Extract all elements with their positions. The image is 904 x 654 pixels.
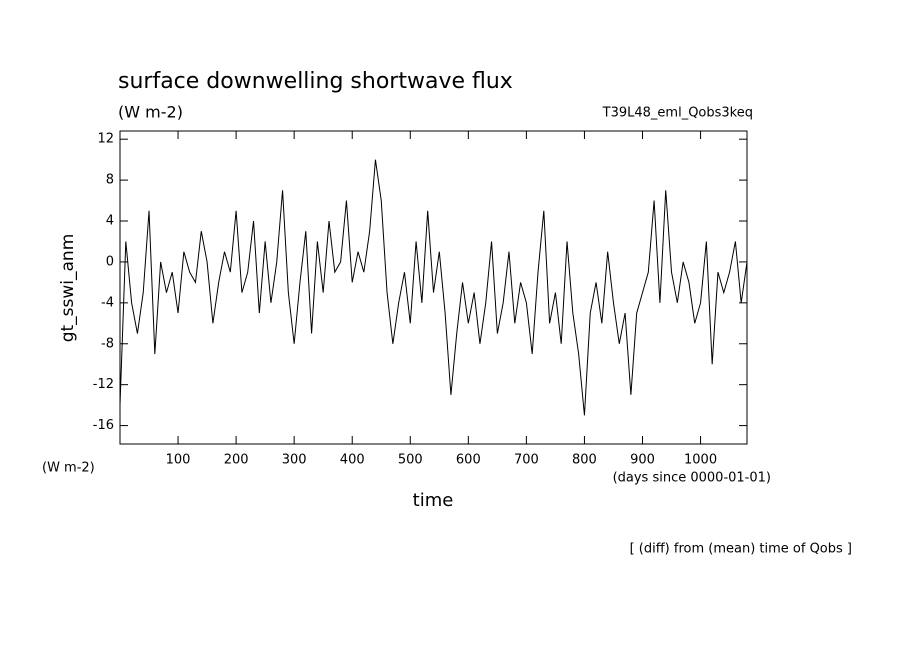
y-tick-label: -4 bbox=[101, 295, 114, 310]
subtitle: (W m-2) bbox=[118, 103, 183, 122]
y-tick-label: -8 bbox=[101, 336, 114, 351]
x-tick-label: 500 bbox=[398, 453, 423, 468]
run-label: T39L48_eml_Qobs3keq bbox=[602, 106, 753, 121]
x-tick-label: 800 bbox=[572, 453, 597, 468]
y-tick-label: -12 bbox=[93, 377, 114, 392]
x-tick-label: 100 bbox=[166, 453, 191, 468]
y-tick-label: 8 bbox=[106, 173, 114, 188]
y-tick-label: -16 bbox=[93, 418, 114, 433]
x-tick-label: 300 bbox=[282, 453, 307, 468]
y-tick-label: 4 bbox=[106, 214, 114, 229]
x-tick-label: 400 bbox=[340, 453, 365, 468]
y-axis-label: gt_sswi_anm bbox=[58, 234, 78, 343]
chart-title: surface downwelling shortwave flux bbox=[118, 69, 513, 94]
y-unit: (W m-2) bbox=[42, 461, 95, 476]
x-tick-label: 1000 bbox=[684, 453, 717, 468]
note: [ (diff) from (mean) time of Qobs ] bbox=[630, 542, 852, 557]
x-tick-label: 700 bbox=[514, 453, 539, 468]
y-tick-label: 0 bbox=[106, 254, 114, 269]
y-tick-label: 12 bbox=[97, 132, 114, 147]
x-tick-label: 200 bbox=[224, 453, 249, 468]
x-axis-label: time bbox=[413, 490, 454, 511]
series-line bbox=[119, 159, 748, 416]
plot-frame bbox=[119, 130, 748, 445]
x-tick-label: 900 bbox=[630, 453, 655, 468]
x-tick-label: 600 bbox=[456, 453, 481, 468]
x-unit: (days since 0000-01-01) bbox=[613, 471, 771, 486]
